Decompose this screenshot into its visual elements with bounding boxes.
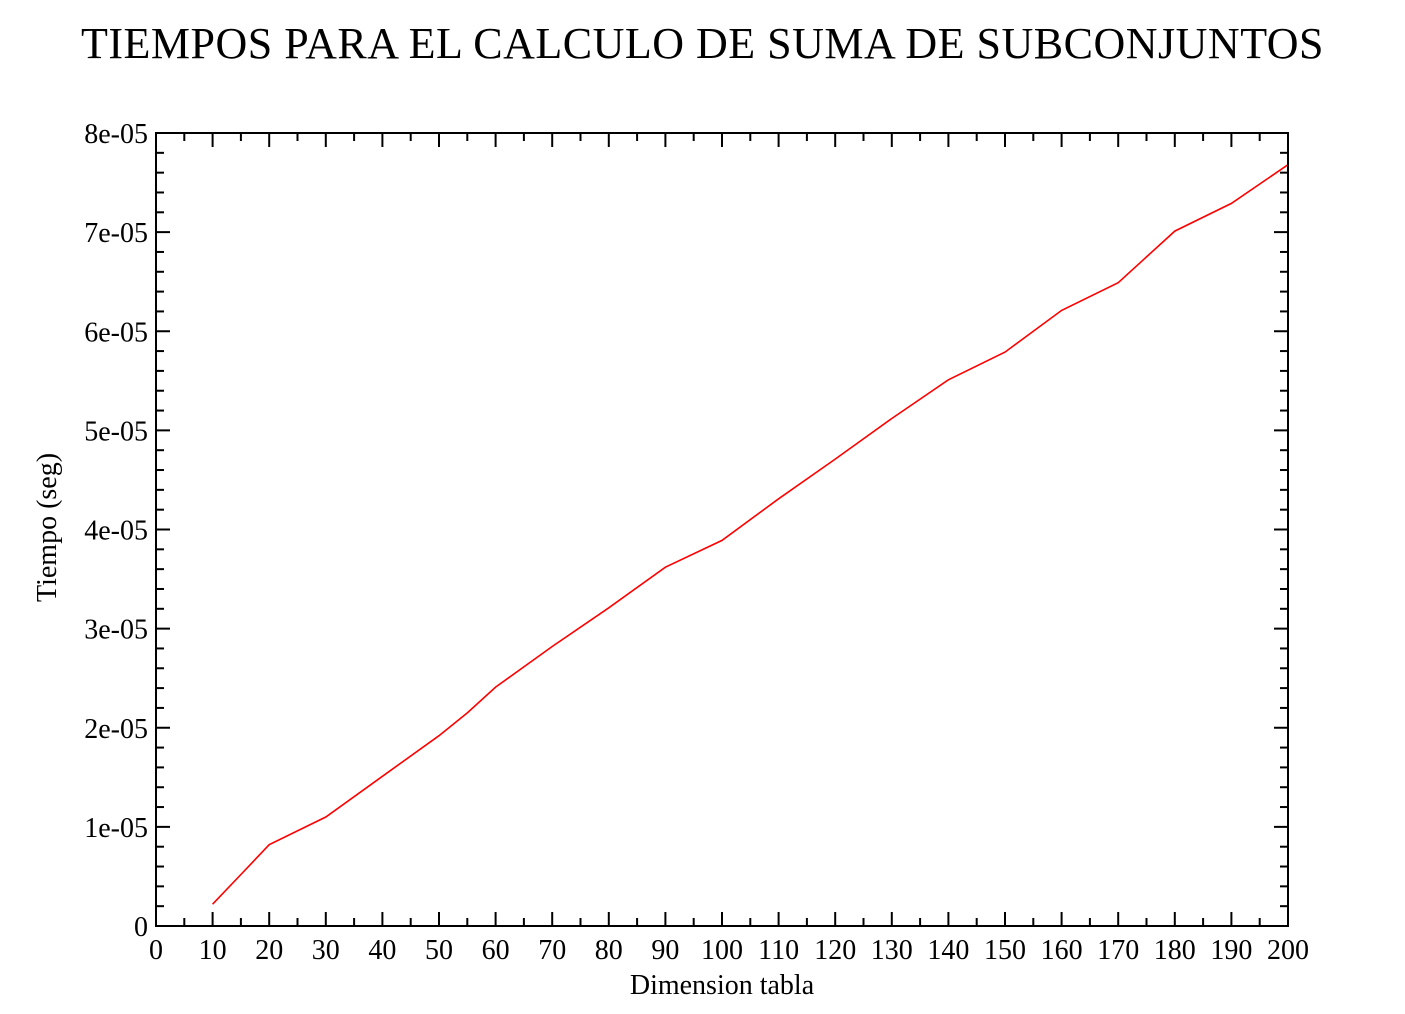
y-tick-label: 5e-05 [84,416,148,447]
x-tick-label: 20 [255,935,283,966]
x-tick-label: 60 [482,935,510,966]
x-tick-label: 50 [425,935,453,966]
x-tick-label: 140 [927,935,969,966]
x-tick-label: 70 [538,935,566,966]
x-tick-label: 0 [149,935,163,966]
plot-frame [155,132,1289,927]
x-tick-label: 180 [1154,935,1196,966]
x-tick-label: 130 [871,935,913,966]
x-tick-label: 160 [1041,935,1083,966]
y-tick-label: 7e-05 [84,218,148,249]
series-line-0 [212,164,1289,905]
x-tick-label: 10 [199,935,227,966]
x-tick-label: 80 [595,935,623,966]
x-tick-label: 100 [701,935,743,966]
x-tick-label: 40 [368,935,396,966]
y-tick-label: 6e-05 [84,317,148,348]
x-tick-label: 150 [984,935,1026,966]
x-tick-label: 120 [814,935,856,966]
y-tick-label: 4e-05 [84,516,148,547]
ticks-layer [155,132,1289,927]
x-tick-label: 200 [1267,935,1309,966]
labels-layer: 0 10 20 30 40 50 60 70 80 90 100 110 120 130 140 150 160… [84,119,1309,966]
y-tick-label: 2e-05 [84,714,148,745]
x-tick-label: 110 [758,935,799,966]
chart-title: TIEMPOS PARA EL CALCULO DE SUMA DE SUBCO… [80,19,1325,68]
y-tick-label: 1e-05 [84,813,148,844]
x-tick-label: 170 [1097,935,1139,966]
x-tick-label: 30 [312,935,340,966]
series-layer [212,164,1289,905]
x-tick-label: 190 [1210,935,1252,966]
y-tick-label: 8e-05 [84,119,148,150]
y-tick-label: 3e-05 [84,615,148,646]
y-axis-label: Tiempo (seg) [32,453,63,602]
x-axis-label: Dimension tabla [630,970,815,1001]
y-tick-label: 0 [134,912,148,943]
x-tick-label: 90 [651,935,679,966]
